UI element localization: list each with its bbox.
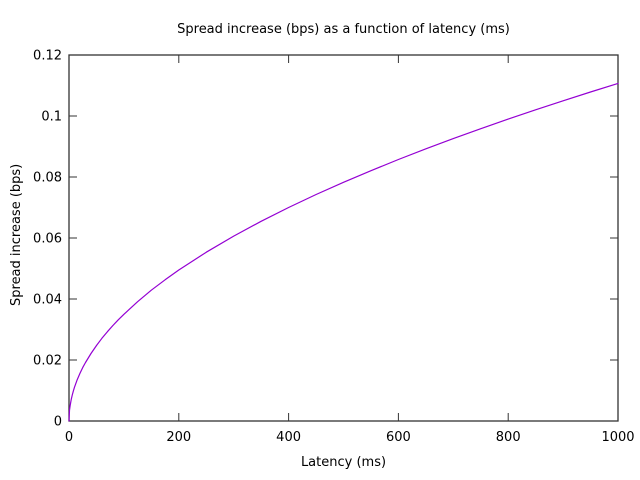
y-tick-label: 0 [54,415,62,430]
x-tick-label: 0 [65,430,73,445]
y-tick-label: 0.1 [41,110,62,125]
chart-title: Spread increase (bps) as a function of l… [177,22,510,37]
x-tick-label: 200 [166,430,191,445]
x-tick-label: 800 [496,430,521,445]
y-tick-label: 0.12 [33,49,62,64]
y-tick-label: 0.06 [33,232,62,247]
y-tick-label: 0.02 [33,354,62,369]
spread-increase-curve [68,82,619,422]
x-tick-label: 1000 [601,430,634,445]
x-axis-label: Latency (ms) [300,455,387,470]
x-tick-label: 400 [276,430,301,445]
x-tick-label: 600 [386,430,411,445]
y-tick-label: 0.04 [33,293,62,308]
y-tick-label: 0.08 [33,171,62,186]
